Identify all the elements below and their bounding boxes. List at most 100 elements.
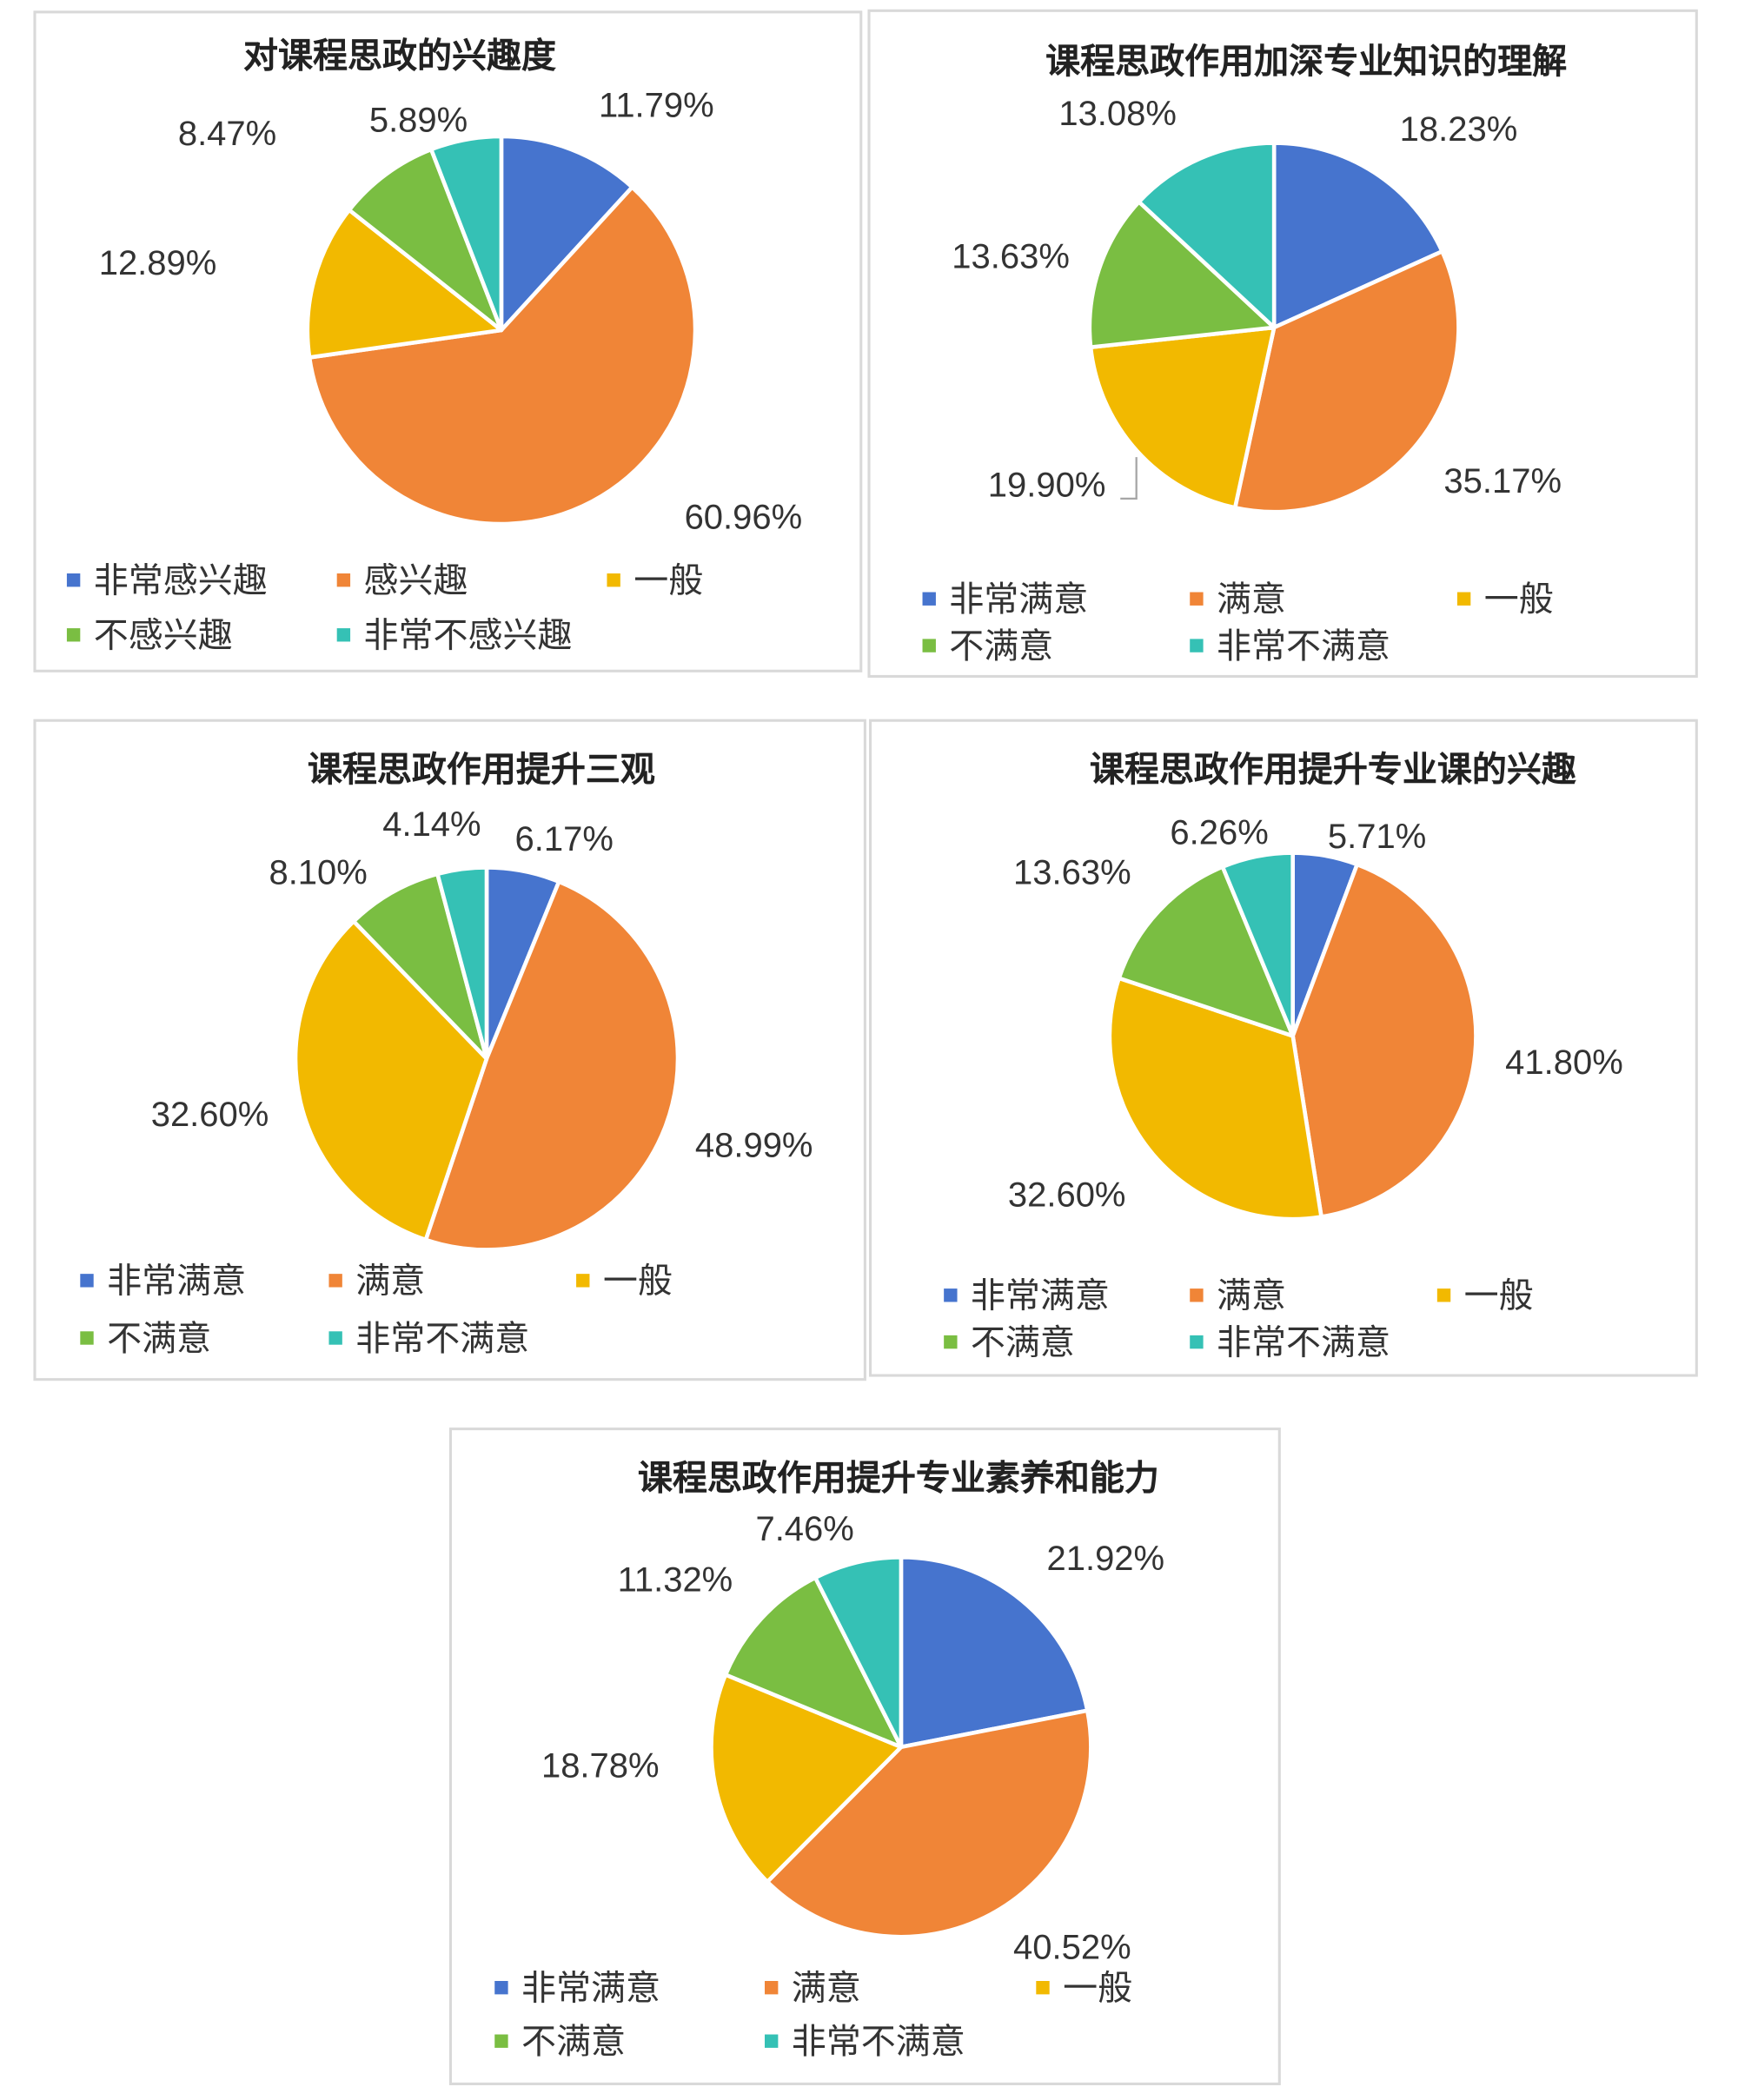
legend-label: 满意 <box>791 1969 861 2010</box>
data-label-2: 35.17% <box>1443 462 1562 500</box>
legend-swatch <box>328 1330 342 1344</box>
legend-label: 非常不感兴趣 <box>363 616 573 657</box>
legend: 非常满意 满意 一般不满意 非常不满意 <box>872 722 1695 1375</box>
legend-swatch <box>494 2033 508 2048</box>
legend-label: 非常满意 <box>521 1969 661 2010</box>
pie-slice-1 <box>899 1554 1090 1750</box>
pie-slice-4 <box>351 871 489 1061</box>
legend-swatch <box>607 573 620 586</box>
data-label-3: 32.60% <box>1008 1176 1126 1214</box>
legend-item-2: 满意 <box>1190 576 1286 624</box>
legend-label: 非常感兴趣 <box>93 561 268 602</box>
chart-title: 课程思政作用提升专业素养和能力 <box>637 1459 1159 1500</box>
data-label-4: 8.47% <box>178 115 276 153</box>
legend-label: 一般 <box>1463 1276 1534 1317</box>
legend-item-4: 不满意 <box>494 2018 626 2066</box>
pie-slice-4 <box>1087 200 1277 349</box>
legend-label: 感兴趣 <box>363 561 468 602</box>
data-label-3: 18.78% <box>541 1746 660 1785</box>
legend-label: 一般 <box>1063 1969 1133 2010</box>
pie-chart: 18.23% 35.17% 19.90% 13.63% 13.08% <box>952 95 1562 514</box>
pie-slice-5 <box>1220 851 1295 1038</box>
pie-slice-3 <box>709 1673 904 1885</box>
legend-label: 一般 <box>602 1262 673 1302</box>
chart-title: 课程思政作用提升专业课的兴趣 <box>1089 750 1576 791</box>
data-label-2: 48.99% <box>695 1126 813 1164</box>
legend-item-1: 非常满意 <box>944 1273 1110 1321</box>
legend-swatch <box>1190 591 1204 606</box>
data-label-5: 6.26% <box>1170 813 1268 851</box>
legend-item-3: 一般 <box>576 1258 673 1306</box>
legend-item-4: 不感兴趣 <box>66 613 233 660</box>
chart-panel-course-interest: 课程思政作用提升专业课的兴趣 5.71% 41.80% 32.60% 13.63% 6.… <box>868 719 1698 1377</box>
legend-label: 满意 <box>1216 580 1287 620</box>
chart-panel-interest: 对课程思政的兴趣度 11.79% 60.96% 12.89% 8.47% 5.89% 非… <box>33 10 863 672</box>
legend-swatch <box>576 1273 590 1287</box>
legend-item-1: 非常满意 <box>922 576 1089 624</box>
legend-swatch <box>764 2033 779 2048</box>
data-label-2: 40.52% <box>1013 1929 1131 1967</box>
legend-swatch <box>1036 1980 1050 1994</box>
legend-label: 满意 <box>1216 1276 1287 1317</box>
leader-line <box>1120 457 1138 500</box>
legend-item-3: 一般 <box>1036 1965 1132 2013</box>
pie-slice-4 <box>347 147 504 333</box>
legend-item-2: 满意 <box>1190 1273 1286 1321</box>
pie-slice-4 <box>723 1575 904 1750</box>
legend-item-4: 不满意 <box>944 1319 1075 1367</box>
legend-swatch <box>922 638 936 652</box>
pie-slice-2 <box>1290 862 1478 1219</box>
legend-label: 非常不满意 <box>1216 1323 1391 1364</box>
pie-slice-1 <box>1271 141 1444 330</box>
pie-slice-2 <box>423 879 680 1252</box>
legend: 非常满意 满意 一般不满意 非常不满意 <box>871 12 1695 675</box>
legend: 非常感兴趣 感兴趣 一般不感兴趣 非常不感兴趣 <box>36 13 860 669</box>
legend-item-4: 不满意 <box>80 1315 211 1363</box>
chart-panel-competence: 课程思政作用提升专业素养和能力 21.92% 40.52% 18.78% 11.32%… <box>448 1428 1281 2085</box>
legend-label: 满意 <box>355 1262 426 1302</box>
pie-chart: 6.17% 48.99% 32.60% 8.10% 4.14% <box>151 805 813 1252</box>
pie-slice-5 <box>1137 141 1277 330</box>
pie-chart: 5.71% 41.80% 32.60% 13.63% 6.26% <box>1008 813 1623 1222</box>
pie-slice-5 <box>435 865 489 1061</box>
legend-item-2: 感兴趣 <box>336 558 468 606</box>
legend-label: 一般 <box>1483 580 1554 620</box>
data-label-2: 41.80% <box>1505 1043 1623 1082</box>
legend: 非常满意 满意 一般 不满意 非常不满意 <box>36 722 864 1378</box>
chart-title: 课程思政作用提升三观 <box>307 750 655 791</box>
legend-swatch <box>80 1273 94 1287</box>
legend-swatch <box>1190 1335 1204 1348</box>
legend-swatch <box>66 627 81 641</box>
pie-chart: 11.79% 60.96% 12.89% 8.47% 5.89% <box>99 87 803 537</box>
legend-item-1: 非常满意 <box>494 1965 660 2013</box>
legend-swatch <box>336 573 351 586</box>
legend-label: 一般 <box>634 561 704 602</box>
data-label-5: 5.89% <box>369 101 468 139</box>
pie-slice-5 <box>428 134 504 333</box>
legend-label: 非常不满意 <box>791 2022 965 2063</box>
pie-slice-2 <box>307 185 698 527</box>
legend-swatch <box>922 591 936 606</box>
chart-title: 课程思政作用加深专业知识的理解 <box>1045 42 1568 83</box>
legend-label: 不满意 <box>107 1319 212 1360</box>
legend-item-4: 不满意 <box>922 623 1053 671</box>
data-label-2: 60.96% <box>685 498 803 536</box>
pie-slice-4 <box>1117 865 1295 1038</box>
legend-label: 非常满意 <box>949 580 1089 620</box>
data-label-4: 11.32% <box>618 1560 733 1599</box>
legend-label: 非常不满意 <box>1216 626 1391 667</box>
data-label-5: 4.14% <box>382 805 481 844</box>
data-label-1: 18.23% <box>1400 110 1518 149</box>
data-label-5: 13.08% <box>1058 95 1177 133</box>
data-label-3: 12.89% <box>99 244 217 282</box>
legend-swatch <box>1190 638 1204 652</box>
pie-slice-3 <box>305 208 504 360</box>
pie-slice-5 <box>813 1554 904 1750</box>
legend-item-5: 非常不满意 <box>764 2018 965 2066</box>
legend-item-3: 一般 <box>1456 576 1554 624</box>
legend-item-5: 非常不满意 <box>328 1315 529 1363</box>
pie-chart: 21.92% 40.52% 18.78% 11.32% 7.46% <box>541 1510 1164 1967</box>
data-label-5: 7.46% <box>755 1510 853 1548</box>
legend-item-5: 非常不感兴趣 <box>336 613 573 660</box>
